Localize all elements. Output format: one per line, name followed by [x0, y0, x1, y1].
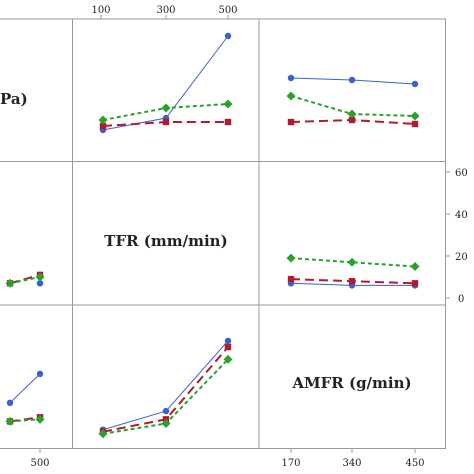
data-point-circle [287, 74, 295, 82]
data-point-square [411, 120, 419, 128]
right-axis: 60 40 20 0 [445, 168, 468, 305]
top-axis: 100 300 500 [91, 5, 238, 19]
panel-row2-col0 [5, 370, 45, 426]
data-point-diamond [347, 257, 357, 267]
series-line-square [9, 273, 41, 285]
data-point-diamond [161, 418, 171, 428]
panel-cell-r0c2 [258, 18, 446, 162]
data-point-diamond [161, 103, 171, 113]
data-point-square [162, 118, 170, 126]
data-point-square [287, 118, 295, 126]
data-point-diamond [35, 414, 45, 424]
data-point-square [99, 122, 107, 130]
panel-row0-col2 [286, 74, 420, 128]
data-point-square [411, 280, 419, 287]
data-point-diamond [5, 416, 15, 426]
top-tick-label: 500 [218, 5, 237, 16]
data-point-square [348, 278, 356, 285]
series-line-circle [9, 373, 41, 404]
data-point-diamond [410, 262, 420, 271]
right-tick-label: 0 [458, 294, 464, 305]
diagonal-label-amfr: AMFR (g/min) [291, 374, 411, 392]
data-point-diamond [223, 99, 233, 109]
series-layer [5, 32, 420, 439]
panel-row0-col1 [98, 32, 233, 134]
top-tick-label: 300 [156, 5, 175, 16]
bottom-tick-label: 450 [405, 458, 424, 469]
data-point-circle [224, 32, 232, 40]
data-point-square [224, 343, 232, 351]
data-point-diamond [286, 253, 296, 263]
series-line-diamond [9, 276, 41, 285]
data-point-circle [36, 370, 44, 378]
data-point-square [224, 118, 232, 126]
data-point-diamond [5, 278, 15, 288]
data-point-circle [162, 407, 170, 415]
panel-cell-r2c0 [0, 304, 73, 449]
panel-row2-col1 [98, 337, 233, 439]
series-line-diamond [9, 418, 41, 423]
panel-row1-col2 [286, 253, 420, 289]
data-point-diamond [223, 354, 233, 364]
data-point-diamond [410, 111, 420, 121]
right-tick-label: 20 [455, 252, 468, 263]
bottom-axis: 500 170 340 450 [30, 448, 425, 469]
data-point-circle [348, 76, 356, 84]
data-point-diamond [286, 91, 296, 101]
bottom-tick-label: 500 [30, 458, 49, 469]
panel-cell-r0c1 [72, 18, 260, 162]
data-point-square [348, 116, 356, 124]
data-point-diamond [98, 115, 108, 125]
bottom-tick-label: 340 [342, 458, 361, 469]
diagonal-label-cell0: Pa) [0, 90, 28, 108]
bottom-tick-label: 170 [281, 458, 300, 469]
data-point-square [287, 275, 295, 283]
panel-grid [0, 18, 446, 449]
data-point-diamond [35, 272, 45, 282]
right-tick-label: 40 [455, 210, 468, 221]
data-point-diamond [347, 109, 357, 119]
panel-row1-col0 [5, 271, 45, 288]
data-point-circle [6, 399, 14, 406]
top-tick-label: 100 [91, 5, 110, 16]
data-point-diamond [98, 429, 108, 439]
right-tick-label: 60 [455, 168, 468, 179]
data-point-circle [411, 80, 419, 88]
data-point-circle [36, 280, 44, 287]
data-point-circle [224, 337, 232, 344]
diagonal-label-tfr: TFR (mm/min) [104, 232, 227, 250]
